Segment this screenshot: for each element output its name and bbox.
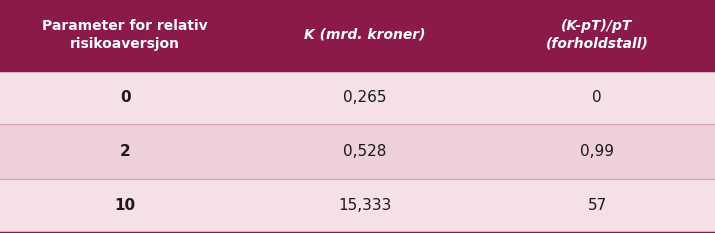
Bar: [250, 179, 479, 233]
Text: (K-pT)/pT
(forholdstall): (K-pT)/pT (forholdstall): [546, 19, 649, 51]
Text: 0,265: 0,265: [343, 89, 386, 105]
Text: 15,333: 15,333: [338, 198, 391, 213]
Text: 0: 0: [120, 89, 130, 105]
Bar: [250, 124, 479, 179]
Bar: [479, 124, 715, 179]
Text: 0,99: 0,99: [580, 144, 614, 159]
Text: K (mrd. kroner): K (mrd. kroner): [304, 28, 425, 42]
Text: 10: 10: [114, 198, 136, 213]
Text: 0,528: 0,528: [343, 144, 386, 159]
Bar: [0, 0, 250, 70]
Text: 57: 57: [588, 198, 606, 213]
Bar: [0, 70, 250, 124]
Bar: [479, 70, 715, 124]
Text: 2: 2: [119, 144, 131, 159]
Bar: [0, 124, 250, 179]
Bar: [250, 0, 479, 70]
Text: 0: 0: [592, 89, 602, 105]
Bar: [479, 0, 715, 70]
Bar: [479, 179, 715, 233]
Bar: [0, 179, 250, 233]
Bar: [250, 70, 479, 124]
Text: Parameter for relativ
risikoaversjon: Parameter for relativ risikoaversjon: [42, 19, 208, 51]
